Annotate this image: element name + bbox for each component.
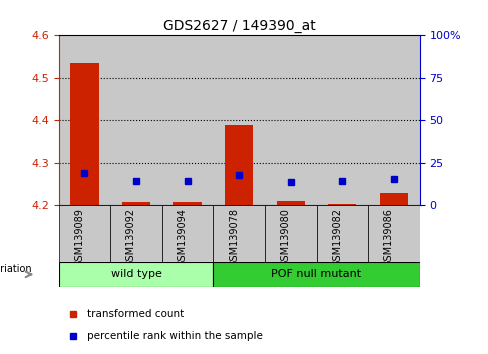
Bar (70, 63, 99, 205)
Bar (162, 205, 213, 262)
Text: genotype/variation: genotype/variation (0, 264, 32, 274)
Text: GSM139086: GSM139086 (384, 208, 394, 267)
Bar (317, 35, 368, 205)
Text: POF null mutant: POF null mutant (271, 269, 362, 279)
Text: GSM139082: GSM139082 (332, 208, 342, 267)
Bar (277, 201, 305, 205)
Bar (173, 202, 202, 205)
Text: wild type: wild type (110, 269, 162, 279)
Text: GSM139078: GSM139078 (229, 208, 239, 267)
Bar (328, 204, 357, 205)
Bar (213, 262, 420, 287)
Text: GSM139094: GSM139094 (178, 208, 187, 267)
Bar (110, 205, 162, 262)
Text: percentile rank within the sample: percentile rank within the sample (87, 331, 264, 341)
Bar (225, 125, 253, 205)
Bar (368, 35, 420, 205)
Text: GSM139080: GSM139080 (281, 208, 291, 267)
Bar (59, 262, 213, 287)
Bar (368, 205, 420, 262)
Bar (317, 205, 368, 262)
Bar (265, 205, 317, 262)
Bar (380, 193, 408, 205)
Text: GSM139092: GSM139092 (126, 208, 136, 267)
Bar (162, 35, 213, 205)
Bar (59, 35, 110, 205)
Text: transformed count: transformed count (87, 309, 184, 319)
Bar (122, 202, 150, 205)
Bar (265, 35, 317, 205)
Title: GDS2627 / 149390_at: GDS2627 / 149390_at (163, 19, 316, 33)
Bar (110, 35, 162, 205)
Bar (213, 205, 265, 262)
Bar (59, 205, 110, 262)
Bar (213, 35, 265, 205)
Text: GSM139089: GSM139089 (74, 208, 84, 267)
